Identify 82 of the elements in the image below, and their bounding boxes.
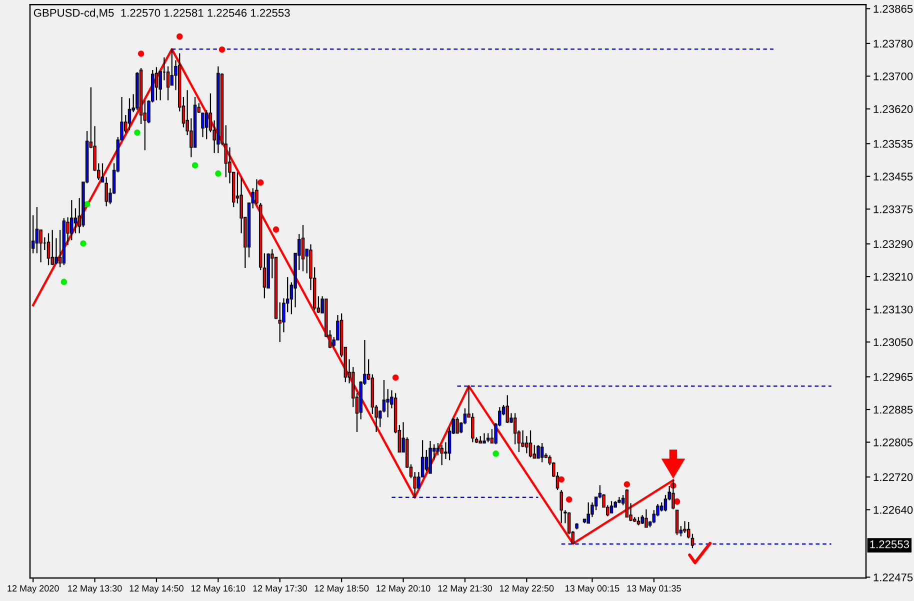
- x-tick-label: 12 May 2020: [8, 585, 59, 594]
- candlestick: [46, 232, 50, 266]
- point: [138, 50, 144, 57]
- point: [392, 374, 399, 381]
- candlestick: [204, 110, 208, 140]
- point: [215, 170, 222, 177]
- candlestick: [104, 176, 108, 207]
- candlestick: [521, 430, 524, 448]
- candlestick: [100, 162, 104, 183]
- y-tick-label: 1.23620: [874, 105, 913, 114]
- candlestick: [513, 412, 517, 445]
- y-tick-label: 1.22965: [874, 373, 913, 381]
- candlestick: [683, 520, 686, 534]
- candlestick: [536, 444, 540, 459]
- candlestick: [39, 229, 42, 263]
- x-tick-label: 13 May 01:35: [627, 585, 681, 594]
- point: [192, 162, 198, 168]
- point: [257, 179, 264, 186]
- x-tick-label: 12 May 22:50: [500, 585, 554, 594]
- candlestick: [74, 208, 78, 234]
- y-tick-label: 1.22475: [874, 573, 913, 582]
- candlestick: [610, 500, 614, 514]
- y-tick-label: 1.23290: [874, 240, 913, 248]
- candlestick: [586, 502, 590, 524]
- x-tick-label: 12 May 17:30: [253, 585, 307, 594]
- x-tick-label: 13 May 00:15: [566, 585, 620, 594]
- candlestick: [262, 252, 266, 299]
- x-tick-label: 12 May 21:30: [438, 585, 492, 594]
- point: [566, 496, 572, 503]
- candlestick: [471, 412, 474, 443]
- y-tick-label: 1.23535: [874, 140, 913, 148]
- x-tick-label: 12 May 20:10: [376, 585, 430, 594]
- candlestick: [301, 224, 305, 272]
- point: [218, 46, 226, 53]
- candlestick: [506, 394, 509, 424]
- candlestick: [54, 238, 58, 265]
- point: [624, 481, 630, 488]
- candlestick: [456, 416, 459, 434]
- candlestick: [675, 510, 679, 536]
- point: [558, 476, 564, 483]
- y-tick-label: 1.22805: [874, 438, 913, 446]
- x-tick-label: 12 May 13:30: [68, 585, 122, 594]
- y-tick-label: 1.23455: [874, 172, 913, 181]
- x-tick-label: 12 May 16:10: [192, 585, 246, 594]
- candlestick: [128, 98, 132, 131]
- y-tick-label: 1.22720: [874, 473, 913, 482]
- candlestick: [528, 430, 532, 458]
- candlestick: [440, 444, 444, 466]
- candlestick: [540, 442, 544, 463]
- candlestick: [482, 432, 486, 444]
- y-tick-label: 1.23210: [874, 272, 913, 281]
- x-tick-label: 12 May 14:50: [130, 585, 184, 594]
- point: [60, 278, 68, 285]
- chart-title: GBPUSD-cd,M5 1.22570 1.22581 1.22546 1.22553: [34, 8, 290, 18]
- y-tick-label: 1.23050: [874, 338, 913, 346]
- y-tick-label: 1.23375: [874, 205, 913, 214]
- candlestick: [532, 444, 536, 459]
- candlestick: [436, 442, 440, 456]
- point: [134, 130, 140, 136]
- y-tick-label: 1.22885: [874, 406, 913, 414]
- candlestick: [687, 521, 690, 539]
- candlestick: [35, 206, 39, 254]
- point: [492, 450, 499, 457]
- y-tick-label: 1.23865: [874, 4, 913, 13]
- candlestick: [664, 494, 668, 512]
- candlestick: [154, 66, 158, 101]
- point: [80, 240, 86, 247]
- annotation: 1.22553: [870, 540, 910, 548]
- candlestick: [644, 508, 648, 528]
- candlestick: [166, 66, 170, 101]
- y-tick-label: 1.22640: [874, 506, 913, 514]
- candlestick: [560, 490, 563, 524]
- candlestick: [278, 302, 282, 343]
- y-tick-label: 1.23700: [874, 72, 913, 80]
- point: [272, 226, 280, 233]
- candlestick: [690, 533, 694, 549]
- y-tick-label: 1.23130: [874, 306, 913, 314]
- point: [176, 33, 183, 40]
- y-tick-label: 1.23780: [874, 40, 913, 48]
- candlestick: [50, 229, 54, 266]
- x-tick-label: 12 May 18:50: [314, 585, 369, 594]
- candlestick: [70, 200, 74, 241]
